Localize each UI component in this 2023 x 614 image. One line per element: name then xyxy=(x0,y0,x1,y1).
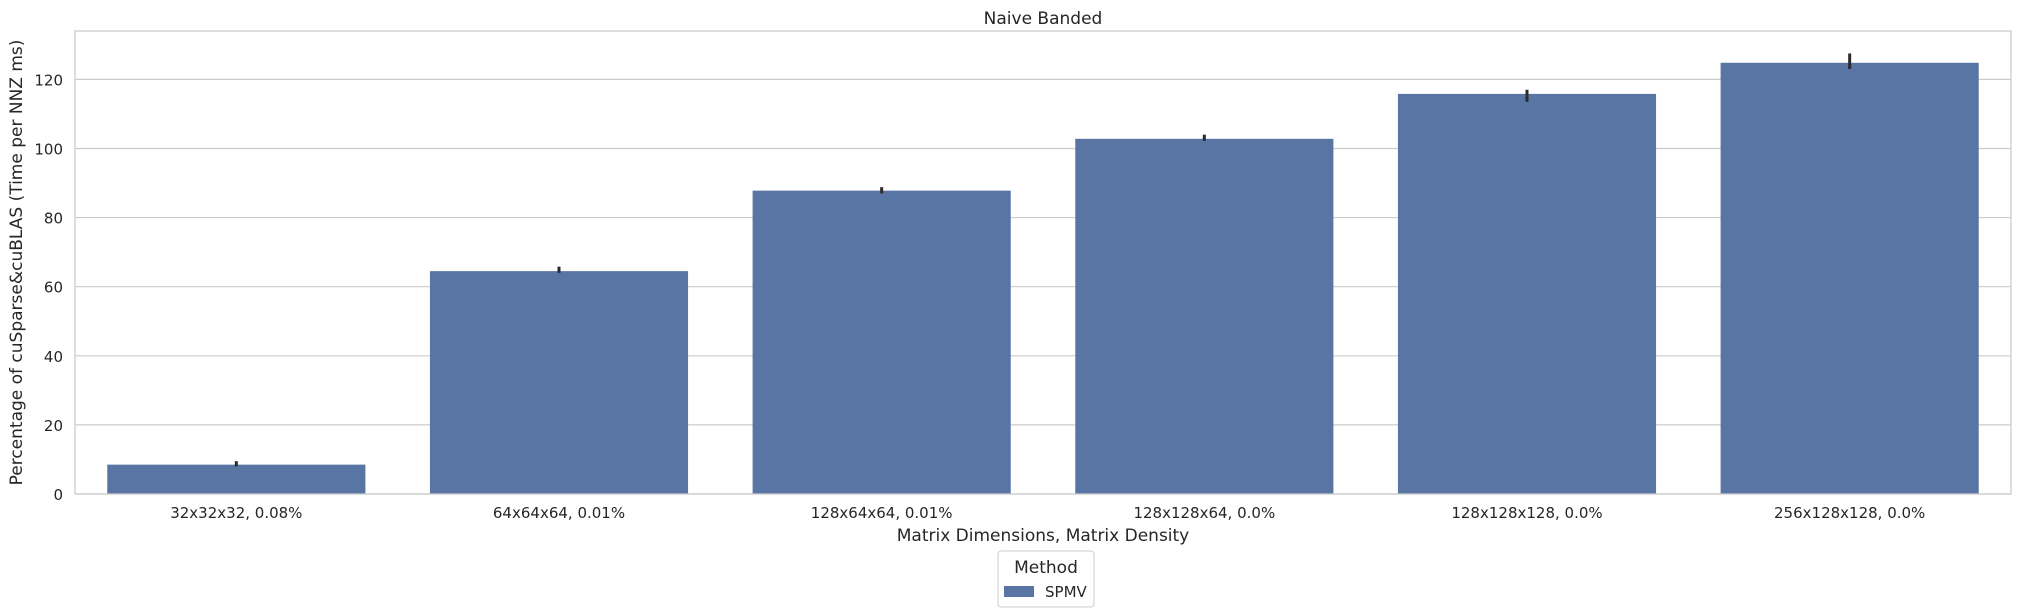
bar xyxy=(429,271,689,494)
bars xyxy=(107,62,1979,495)
legend-title: Method xyxy=(1014,558,1078,578)
chart-title: Naive Banded xyxy=(984,9,1103,29)
error-bars xyxy=(234,53,1852,467)
x-tick-label: 256x128x128, 0.0% xyxy=(1774,504,1925,522)
y-tick-label: 80 xyxy=(44,210,63,228)
y-tick-labels: 0 20 40 60 80 100 120 xyxy=(34,71,63,504)
gridlines xyxy=(75,78,2011,495)
x-tick-label: 128x128x64, 0.0% xyxy=(1133,504,1275,522)
axes-frame xyxy=(74,30,2012,495)
x-tick-labels: 32x32x32, 0.08% 64x64x64, 0.01% 128x64x64,… xyxy=(170,504,1925,522)
bar xyxy=(752,190,1011,494)
legend-label-spmv: SPMV xyxy=(1045,583,1088,601)
y-tick-label: 120 xyxy=(34,71,63,89)
legend-swatch-spmv xyxy=(1004,586,1034,597)
x-tick-label: 32x32x32, 0.08% xyxy=(170,504,302,522)
x-axis-label: Matrix Dimensions, Matrix Density xyxy=(897,526,1190,546)
x-tick-label: 64x64x64, 0.01% xyxy=(493,504,625,522)
y-tick-label: 20 xyxy=(44,417,63,435)
bar xyxy=(1075,138,1334,494)
y-tick-label: 60 xyxy=(44,279,63,297)
y-tick-label: 100 xyxy=(34,140,63,158)
y-tick-label: 0 xyxy=(53,486,63,504)
y-tick-label: 40 xyxy=(44,348,63,366)
y-axis-label: Percentage of cuSparse&cuBLAS (Time per … xyxy=(7,40,27,486)
bar xyxy=(1397,93,1657,494)
x-tick-label: 128x128x128, 0.0% xyxy=(1451,504,1602,522)
legend: Method SPMV xyxy=(997,550,1095,608)
bar xyxy=(1720,62,1979,495)
bar xyxy=(107,464,366,494)
x-tick-label: 128x64x64, 0.01% xyxy=(811,504,953,522)
